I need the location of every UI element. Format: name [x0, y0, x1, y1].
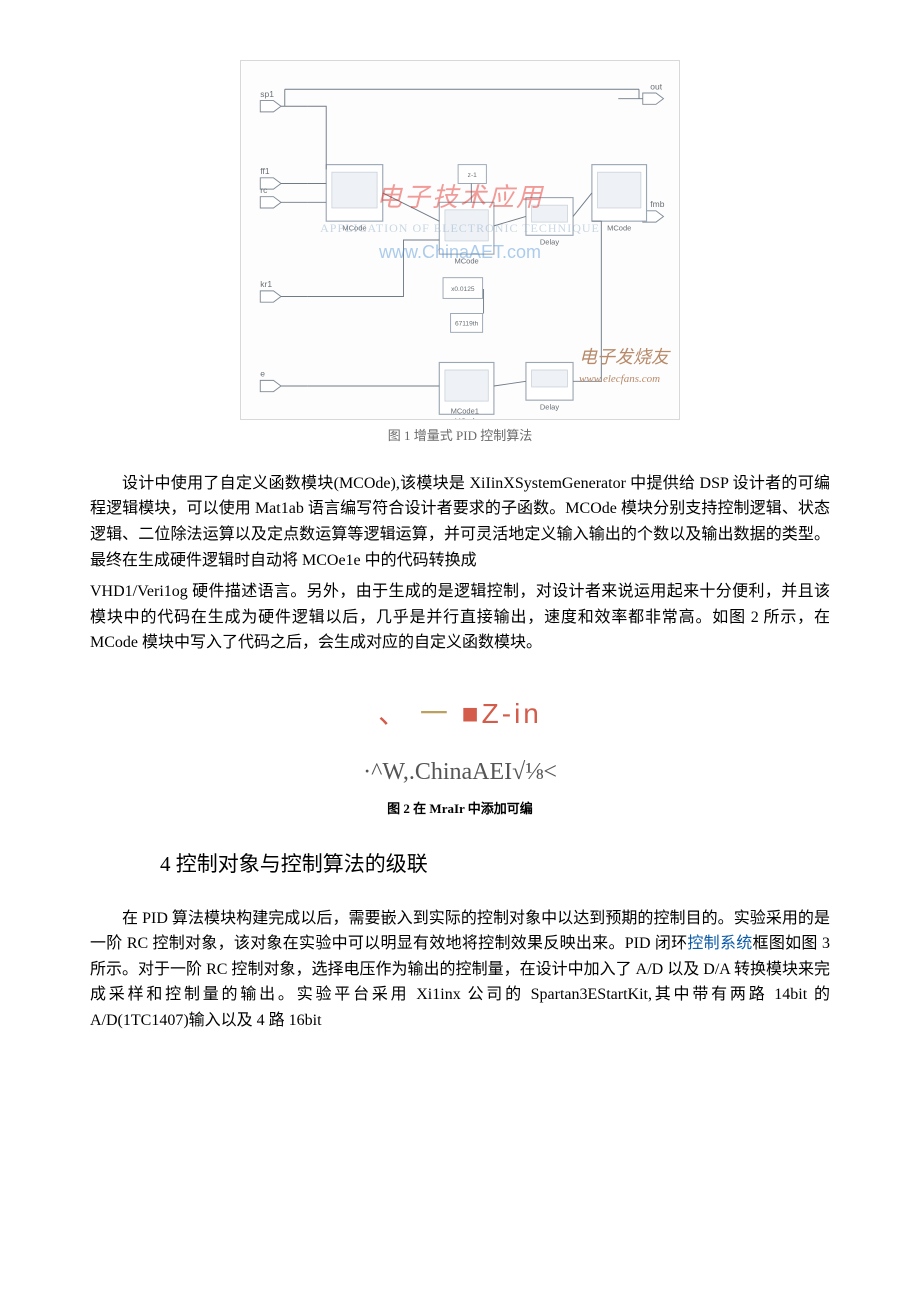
- svg-text:e: e: [260, 369, 265, 379]
- svg-text:Delay: Delay: [540, 238, 559, 247]
- f2-l1-b: 一: [420, 698, 451, 729]
- svg-text:MCode: MCode: [454, 417, 478, 419]
- svg-text:x0.0125: x0.0125: [451, 286, 475, 293]
- elecfans-chinese: 电子发烧友: [579, 343, 669, 372]
- figure-1-elecfans-watermark: 电子发烧友 www.elecfans.com: [579, 343, 669, 389]
- figure-2-line2: ·^W,.ChinaAEI√⅛<: [270, 753, 650, 791]
- section-4-heading: 4 控制对象与控制算法的级联: [160, 848, 830, 882]
- link-control-system[interactable]: 控制系统: [687, 935, 752, 952]
- svg-text:rc: rc: [260, 185, 268, 195]
- figure-2: 、 一 ■Z-in ·^W,.ChinaAEI√⅛<: [270, 692, 650, 791]
- svg-text:fmb: fmb: [650, 199, 664, 209]
- svg-text:out: out: [650, 81, 662, 91]
- figure-1: sp1 ff1 rc kr1 e out fmb MCode MCode Delay MCode MC…: [240, 60, 680, 420]
- f2-l1-d: Z-in: [482, 698, 542, 729]
- svg-text:z-1: z-1: [468, 172, 477, 179]
- svg-text:kr1: kr1: [260, 279, 272, 289]
- svg-text:67119th: 67119th: [455, 321, 479, 328]
- paragraph-1b: VHD1/Veri1og 硬件描述语言。另外，由于生成的是逻辑控制，对设计者来说…: [90, 579, 830, 656]
- svg-text:MCode: MCode: [342, 224, 366, 233]
- elecfans-url: www.elecfans.com: [579, 371, 669, 389]
- svg-text:sp1: sp1: [260, 89, 274, 99]
- svg-text:ff1: ff1: [260, 166, 270, 176]
- f2-l1-a: 、: [378, 698, 409, 729]
- paragraph-1a: 设计中使用了自定义函数模块(MCOde),该模块是 XiIinXSystemGe…: [90, 471, 830, 573]
- paragraph-2: 在 PID 算法模块构建完成以后，需要嵌入到实际的控制对象中以达到预期的控制目的…: [90, 906, 830, 1034]
- svg-text:MCode: MCode: [454, 257, 478, 266]
- figure-2-line1: 、 一 ■Z-in: [270, 692, 650, 737]
- figure-2-caption: 图 2 在 MraIr 中添加可编: [90, 799, 830, 820]
- f2-l1-c: ■: [462, 698, 482, 729]
- svg-text:MCode1: MCode1: [451, 406, 479, 415]
- svg-text:Delay: Delay: [540, 403, 559, 412]
- figure-1-caption: 图 1 增量式 PID 控制算法: [90, 426, 830, 447]
- svg-text:MCode: MCode: [607, 224, 631, 233]
